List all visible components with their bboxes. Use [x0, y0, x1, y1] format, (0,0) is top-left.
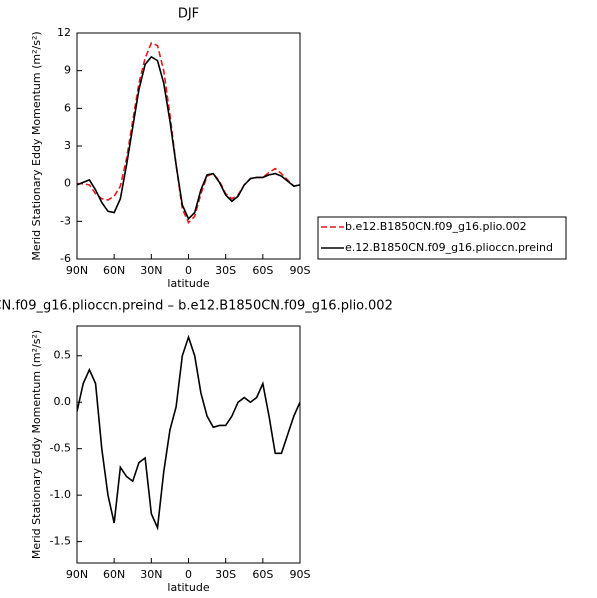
x-tick-label: 30S [215, 568, 236, 581]
x-tick-label: 60S [252, 264, 273, 277]
x-tick-label: 30N [140, 568, 162, 581]
y-tick-label: -3 [60, 214, 71, 227]
y-tick-label: 3 [64, 139, 71, 152]
y-tick-label: -1.5 [50, 535, 71, 548]
y-axis-label: Merid Stationary Eddy Momentum (m²/s²) [30, 31, 43, 260]
y-tick-label: 6 [64, 101, 71, 114]
plot-frame [76, 325, 301, 564]
x-tick-label: 60S [252, 568, 273, 581]
data-line [77, 41, 300, 224]
plot-frame [76, 32, 301, 260]
y-axis-label: Merid Stationary Eddy Momentum (m²/s²) [30, 330, 43, 559]
x-tick-label: 60N [103, 568, 125, 581]
y-tick-label: 0 [64, 177, 71, 190]
y-tick-label: 12 [57, 26, 71, 39]
y-tick-label: -0.5 [50, 442, 71, 455]
x-tick-label: 30S [215, 264, 236, 277]
x-tick-label: 30N [140, 264, 162, 277]
data-line [77, 334, 300, 531]
y-tick-label: -1.0 [50, 488, 71, 501]
data-line [77, 55, 300, 221]
y-tick-label: 9 [64, 64, 71, 77]
chart-title: DJF [178, 7, 199, 22]
legend-label: b.e12.B1850CN.f09_g16.plio.002 [345, 220, 527, 233]
x-tick-label: 60N [103, 264, 125, 277]
chart-title: 0CN.f09_g16.plioccn.preind – b.e12.B1850… [0, 299, 393, 314]
x-axis-label: latitude [167, 581, 209, 594]
legend-box [317, 216, 567, 260]
x-tick-label: 0 [185, 264, 192, 277]
x-tick-label: 90N [66, 568, 88, 581]
x-tick-label: 90N [66, 264, 88, 277]
y-tick-label: 0.5 [54, 349, 72, 362]
x-tick-label: 90S [290, 264, 311, 277]
legend-label: e.12.B1850CN.f09_g16.plioccn.preind [345, 241, 553, 254]
y-tick-label: 0.0 [54, 395, 72, 408]
x-tick-label: 0 [185, 568, 192, 581]
x-axis-label: latitude [167, 277, 209, 290]
y-tick-label: -6 [60, 252, 71, 265]
x-tick-label: 90S [290, 568, 311, 581]
